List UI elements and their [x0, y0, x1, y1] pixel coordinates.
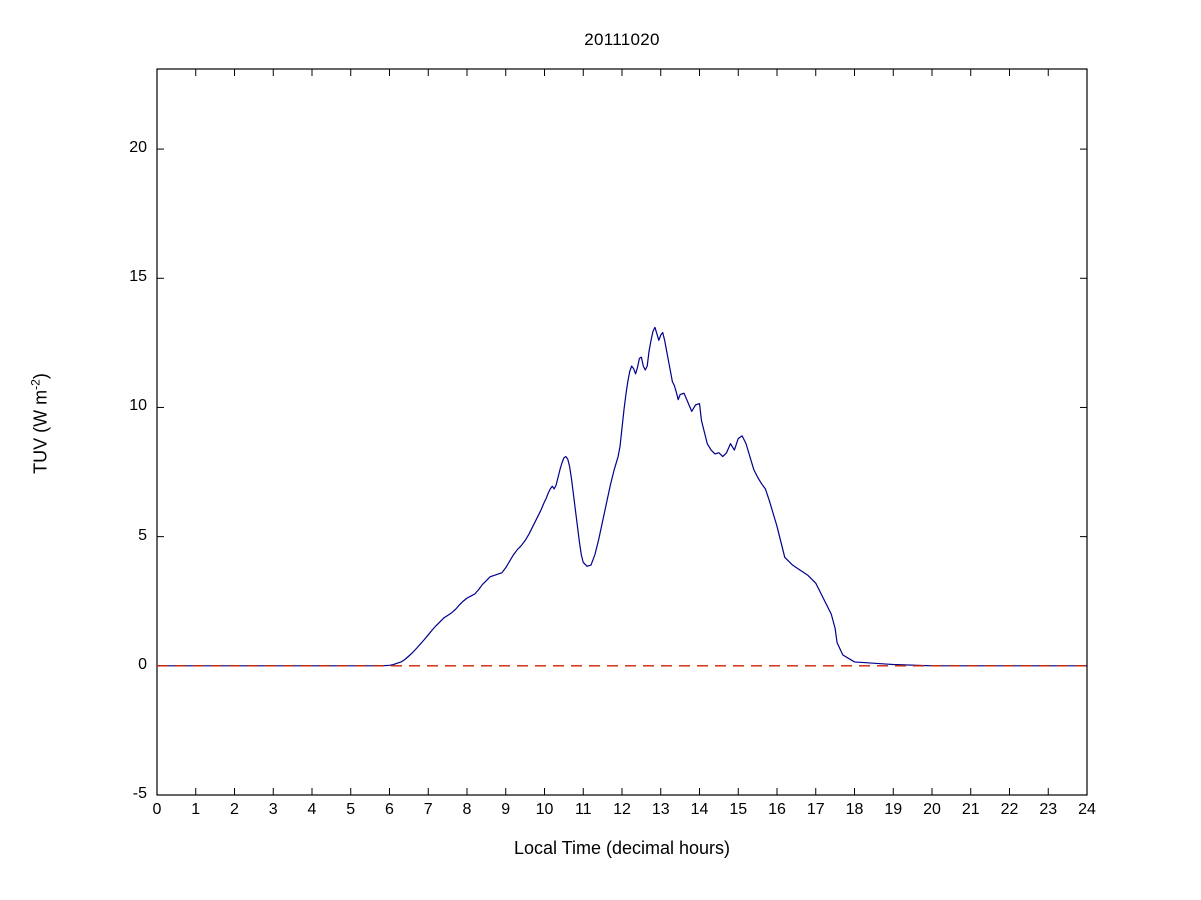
y-tick-label: 5	[138, 526, 147, 544]
x-tick-label: 1	[191, 801, 201, 818]
x-tick-label: 21	[961, 801, 980, 818]
y-tick-label: 10	[129, 397, 147, 415]
y-tick-label: 0	[138, 655, 147, 673]
x-tick-label: 12	[613, 801, 631, 818]
series-TUV	[157, 326, 1087, 667]
x-tick-label: 0	[152, 801, 162, 818]
x-tick-label: 24	[1078, 801, 1096, 818]
x-tick-label: 11	[574, 801, 592, 818]
x-tick-label: 17	[806, 801, 825, 818]
x-tick-label: 14	[690, 801, 709, 818]
x-tick-label: 8	[462, 801, 472, 818]
x-tick-label: 9	[501, 801, 511, 818]
x-tick-label: 16	[768, 801, 786, 818]
x-tick-label: 10	[535, 801, 554, 818]
x-tick-label: 4	[307, 801, 317, 818]
x-tick-label: 3	[268, 801, 278, 818]
x-tick-label: 5	[346, 801, 356, 818]
x-tick-label: 18	[845, 801, 864, 818]
y-axis-ticks	[157, 148, 1087, 796]
x-tick-label: 13	[651, 801, 670, 818]
x-tick-label: 19	[884, 801, 903, 818]
x-tick-label: 15	[729, 801, 748, 818]
x-tick-label: 2	[230, 801, 239, 818]
y-tick-label: 20	[129, 139, 147, 157]
y-tick-label: -5	[132, 785, 147, 802]
x-tick-label: 6	[385, 801, 394, 818]
x-axis-ticks	[156, 69, 1088, 795]
data-series-group	[157, 326, 1087, 667]
x-tick-label: 20	[923, 801, 941, 818]
x-tick-label: 7	[423, 801, 433, 818]
chart-title: 20111020	[584, 30, 660, 49]
x-tick-label: 23	[1039, 801, 1058, 818]
x-axis-label: Local Time (decimal hours)	[513, 838, 731, 858]
y-tick-label: 15	[129, 268, 147, 286]
x-tick-label: 22	[1000, 801, 1019, 818]
